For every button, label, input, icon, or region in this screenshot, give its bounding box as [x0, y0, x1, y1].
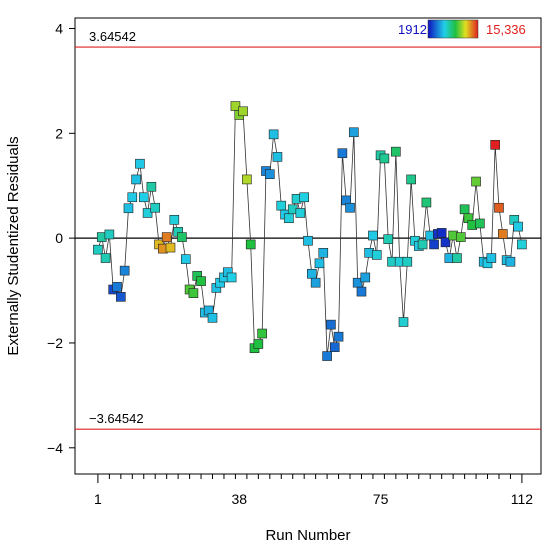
data-point — [93, 244, 103, 255]
data-point — [146, 181, 157, 192]
data-point — [383, 234, 394, 244]
data-point — [307, 268, 317, 279]
data-point — [406, 174, 416, 185]
data-point — [371, 250, 382, 260]
data-point — [329, 342, 340, 352]
data-point — [498, 229, 508, 239]
data-point — [138, 192, 149, 203]
data-point — [475, 218, 485, 229]
data-point — [333, 331, 344, 342]
data-point — [459, 204, 470, 215]
x-tick-label: 1 — [94, 491, 102, 507]
y-tick-label: 4 — [55, 20, 63, 36]
data-point — [272, 152, 283, 162]
data-point — [318, 248, 329, 258]
y-tick-label: 2 — [55, 125, 63, 141]
data-point — [165, 242, 176, 253]
data-point — [360, 272, 371, 283]
data-point — [299, 192, 309, 203]
data-point — [494, 202, 504, 213]
data-point — [391, 146, 401, 157]
data-point — [116, 292, 126, 302]
data-point — [226, 272, 237, 283]
data-point — [123, 203, 134, 214]
data-point — [429, 239, 439, 250]
data-point — [180, 254, 191, 264]
data-point — [295, 208, 306, 218]
axes: −4 −2 0 2 4 1 38 75 112 — [47, 20, 533, 507]
data-point — [104, 229, 115, 240]
data-point — [440, 237, 451, 248]
data-point — [379, 153, 390, 164]
data-point — [349, 127, 359, 138]
data-point — [161, 232, 172, 242]
data-point — [326, 319, 336, 330]
data-point — [356, 286, 367, 297]
data-point — [100, 253, 111, 263]
data-point — [303, 235, 313, 246]
data-point — [119, 265, 130, 276]
data-point — [177, 232, 187, 242]
y-tick-label: 0 — [55, 230, 63, 246]
data-point — [310, 277, 321, 288]
data-point — [455, 232, 466, 242]
data-point — [207, 313, 218, 323]
x-tick-label: 112 — [511, 491, 534, 507]
data-point — [490, 140, 500, 150]
data-point — [196, 276, 206, 286]
data-point — [142, 208, 153, 218]
x-tick-label: 38 — [231, 491, 247, 507]
data-point — [417, 239, 428, 250]
data-point — [112, 282, 122, 292]
data-point — [253, 339, 264, 349]
data-point — [150, 202, 161, 213]
x-axis-title: Run Number — [265, 527, 350, 544]
data-point — [188, 288, 199, 298]
legend-max-label: 15,336 — [486, 22, 526, 37]
data-point — [257, 328, 267, 339]
data-point — [436, 228, 447, 238]
data-point — [238, 106, 248, 117]
data-point — [265, 169, 275, 179]
series-line — [97, 105, 523, 357]
data-point — [245, 239, 256, 250]
data-point — [421, 197, 432, 208]
y-tick-label: −2 — [47, 335, 63, 351]
color-legend: 1912 15,336 — [398, 19, 526, 39]
legend-color-bar — [427, 19, 479, 39]
data-point — [169, 214, 180, 225]
data-point — [276, 200, 287, 211]
data-point — [337, 148, 348, 159]
data-point — [486, 253, 497, 263]
data-point — [127, 192, 138, 203]
data-point — [402, 256, 413, 267]
data-point — [368, 230, 378, 241]
data-point — [135, 158, 145, 169]
data-point — [314, 258, 325, 269]
data-point — [452, 253, 462, 263]
data-point — [505, 256, 516, 267]
data-point — [513, 221, 523, 232]
x-tick-label: 75 — [373, 491, 389, 507]
y-axis-title: Externally Studentized Residuals — [5, 136, 22, 355]
data-point — [284, 213, 294, 224]
y-tick-label: −4 — [47, 440, 63, 456]
data-point — [471, 176, 481, 187]
legend-min-label: 1912 — [398, 22, 427, 37]
data-point — [131, 174, 141, 185]
data-point — [398, 317, 409, 327]
data-point — [517, 239, 527, 250]
series-polyline — [97, 105, 523, 357]
data-point — [268, 129, 279, 140]
data-points — [93, 101, 527, 361]
data-point — [242, 174, 252, 185]
upper-limit-label: 3.64542 — [89, 29, 136, 44]
plot-frame — [74, 17, 542, 475]
lower-limit-label: −3.64542 — [89, 411, 144, 426]
data-point — [345, 202, 355, 213]
data-point — [322, 351, 332, 361]
